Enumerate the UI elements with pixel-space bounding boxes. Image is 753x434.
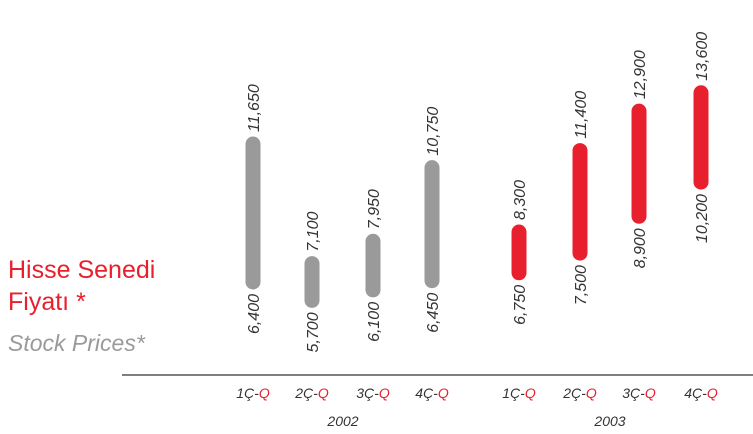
- low-value-label: 5,700: [305, 312, 322, 352]
- quarter-prefix: 1Ç-: [502, 385, 525, 401]
- high-value-label: 11,650: [246, 84, 263, 132]
- chart-title-turkish-line1: Hisse Senedi: [8, 256, 156, 284]
- low-value-label: 6,400: [246, 294, 263, 334]
- high-value-label: 7,100: [305, 211, 322, 251]
- high-value-label: 13,600: [694, 32, 711, 81]
- quarter-prefix: 2Ç-: [294, 385, 318, 401]
- year-label: 2002: [326, 413, 358, 429]
- quarter-tick-label: 1Ç-Q: [502, 385, 536, 401]
- quarter-suffix: Q: [525, 385, 536, 401]
- high-value-label: 8,300: [512, 180, 529, 220]
- year-label: 2003: [593, 413, 625, 429]
- quarter-suffix: Q: [379, 385, 390, 401]
- chart-title-turkish: Hisse Senedi Fiyatı *: [8, 254, 155, 318]
- quarter-prefix: 2Ç-: [562, 385, 586, 401]
- low-value-label: 10,200: [694, 194, 711, 243]
- quarter-suffix: Q: [318, 385, 329, 401]
- high-value-label: 11,400: [573, 91, 590, 139]
- quarter-tick-label: 2Ç-Q: [562, 385, 597, 401]
- high-value-label: 12,900: [632, 50, 649, 99]
- chart-title-english: Stock Prices*: [8, 330, 145, 356]
- quarter-suffix: Q: [259, 385, 270, 401]
- quarter-suffix: Q: [586, 385, 597, 401]
- quarter-tick-label: 3Ç-Q: [356, 385, 390, 401]
- low-value-label: 6,750: [512, 285, 529, 325]
- quarter-prefix: 3Ç-: [622, 385, 645, 401]
- low-value-label: 7,500: [573, 265, 590, 305]
- chart-title-turkish-line2: Fiyatı *: [8, 288, 86, 316]
- low-value-label: 6,100: [366, 302, 383, 342]
- quarter-tick-label: 1Ç-Q: [236, 385, 270, 401]
- quarter-prefix: 4Ç-: [684, 385, 707, 401]
- high-value-label: 10,750: [425, 107, 442, 156]
- quarter-suffix: Q: [645, 385, 656, 401]
- quarter-suffix: Q: [438, 385, 449, 401]
- quarter-tick-label: 3Ç-Q: [622, 385, 656, 401]
- quarter-prefix: 4Ç-: [415, 385, 438, 401]
- quarter-prefix: 1Ç-: [236, 385, 259, 401]
- quarter-suffix: Q: [707, 385, 718, 401]
- high-value-label: 7,950: [366, 189, 383, 229]
- quarter-tick-label: 2Ç-Q: [294, 385, 329, 401]
- quarter-tick-label: 4Ç-Q: [684, 385, 718, 401]
- quarter-prefix: 3Ç-: [356, 385, 379, 401]
- low-value-label: 8,900: [632, 228, 649, 268]
- low-value-label: 6,450: [425, 293, 442, 333]
- quarter-tick-label: 4Ç-Q: [415, 385, 449, 401]
